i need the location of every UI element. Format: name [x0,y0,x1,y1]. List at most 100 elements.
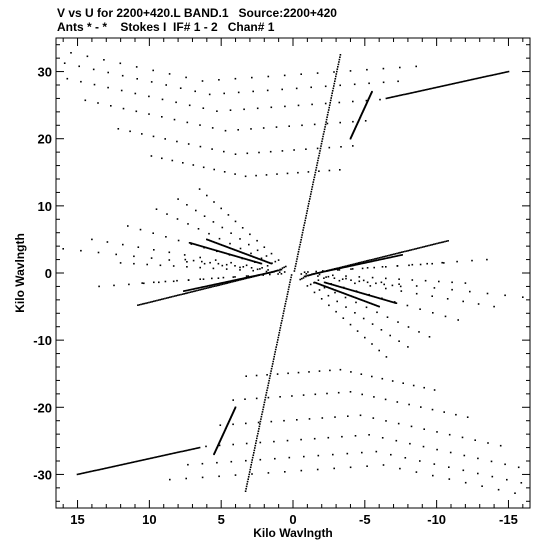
uv-point [284,471,286,473]
uv-point [204,287,206,290]
uv-point [272,358,275,360]
uv-point [357,263,359,266]
uv-point [176,218,179,220]
uv-point [394,255,396,258]
uv-point [229,281,232,284]
uv-point [326,270,328,272]
uv-point [328,106,330,109]
uv-point [274,351,276,353]
uv-point [404,93,407,96]
uv-point [307,202,310,205]
uv-point [432,474,434,477]
uv-point [259,268,261,270]
uv-point [267,272,270,274]
uv-point [396,265,399,267]
uv-point [295,87,298,90]
uv-point [191,291,193,293]
uv-point [499,72,502,75]
uv-point [484,75,487,78]
uv-point [329,99,332,102]
uv-point [327,436,330,439]
uv-point [159,455,162,457]
uv-point [299,278,301,281]
uv-point [237,278,239,281]
uv-point [199,145,202,148]
uv-point [396,252,398,255]
uv-point [183,293,185,295]
uv-point [295,263,297,265]
uv-point [237,91,240,94]
uv-point [389,334,391,337]
uv-point [261,411,264,413]
uv-point [401,254,403,256]
uv-point [360,373,363,375]
uv-point [250,267,253,269]
uv-point [398,254,400,257]
uv-point [295,260,298,263]
uv-point [390,453,392,456]
uv-point [188,449,190,451]
uv-point [378,305,380,308]
uv-point [386,97,389,99]
uv-point [231,281,233,283]
uv-point [258,274,260,276]
uv-point [353,83,356,86]
uv-point [197,287,199,289]
uv-point [400,290,403,292]
uv-point [336,70,338,73]
uv-point [378,257,381,259]
uv-point [312,183,314,186]
uv-point [422,445,425,448]
uv-point [239,238,241,240]
uv-point [354,262,357,265]
uv-point [153,300,155,303]
uv-point [417,247,419,250]
uv-point [334,416,336,418]
uv-point [303,271,306,273]
uv-point [239,247,242,250]
uv-point [395,95,397,98]
uv-point [469,79,472,81]
uv-point [149,301,152,303]
uv-point [137,304,139,306]
uv-point [433,463,436,465]
uv-point [385,266,387,268]
uv-point [386,255,389,257]
uv-point [107,71,109,74]
uv-point [152,232,154,234]
uv-point [383,283,385,286]
uv-point [193,288,195,290]
uv-point [307,171,310,173]
uv-point [318,370,321,372]
uv-point [256,107,259,110]
uv-point [329,269,331,271]
uv-point [146,302,149,304]
uv-point [202,286,204,288]
uv-point [375,257,378,260]
uv-point [404,250,406,253]
uv-point [218,79,220,81]
uv-point [211,127,214,129]
uv-point [451,288,453,291]
uv-point [338,58,341,61]
uv-point [133,262,135,265]
uv-point [362,279,365,282]
uv-point [339,169,341,171]
uv-point [267,396,270,399]
uv-point [150,155,153,157]
uv-point [350,279,352,281]
uv-point [381,266,384,268]
uv-point [163,454,166,457]
uv-point [145,458,148,460]
uv-point [97,251,100,254]
uv-point [338,279,341,282]
uv-point [382,67,385,70]
uv-point [446,298,449,300]
uv-point [382,464,385,466]
uv-point [353,290,355,292]
uv-point [194,447,197,450]
uv-point [384,257,386,260]
uv-point [400,254,402,256]
uv-point [168,259,171,261]
uv-point [140,459,143,462]
